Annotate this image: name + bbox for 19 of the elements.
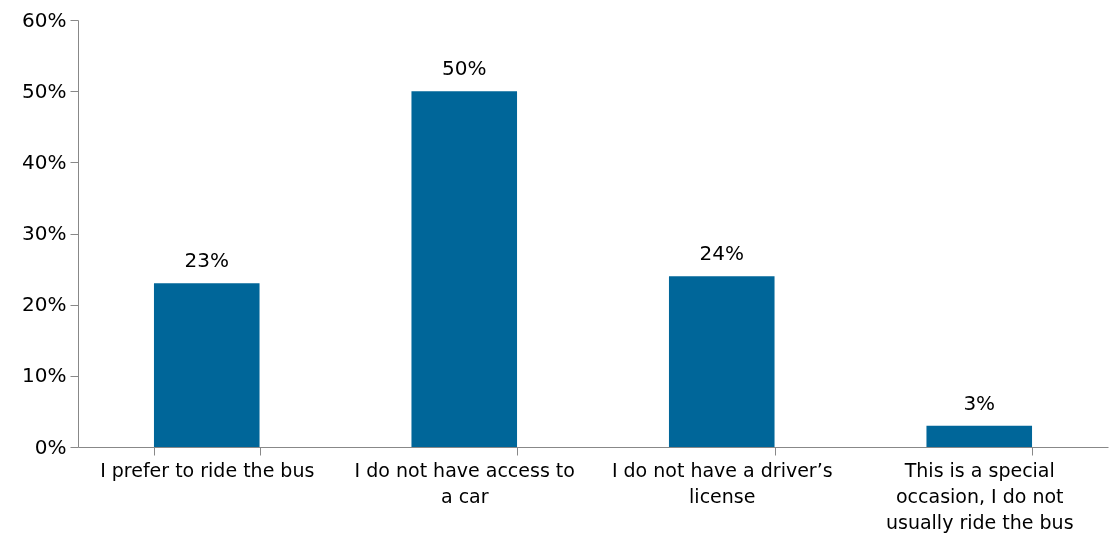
x-tick-label: I prefer to ride the bus [100,458,315,481]
data-label: 3% [963,390,996,415]
bar [153,283,260,447]
y-tick-label: 10% [22,363,67,388]
x-tick-label: I do not have access to a car [354,458,575,507]
x-tick-label: This is a special occasion, I do not usually ride the bus [885,458,1074,533]
y-tick-label: 0% [34,434,67,459]
data-label: 24% [699,241,744,266]
y-tick-label: 50% [22,78,67,103]
y-tick-label: 60% [22,7,67,32]
data-label: 50% [442,56,487,81]
bar [411,91,518,447]
y-tick-label: 20% [22,292,67,317]
y-tick-label: 40% [22,149,67,174]
bar [926,425,1033,447]
y-tick-label: 30% [22,221,67,245]
x-tick-label: I do not have a driver’s license [611,458,833,507]
data-label: 23% [184,248,229,273]
bar [668,276,775,447]
